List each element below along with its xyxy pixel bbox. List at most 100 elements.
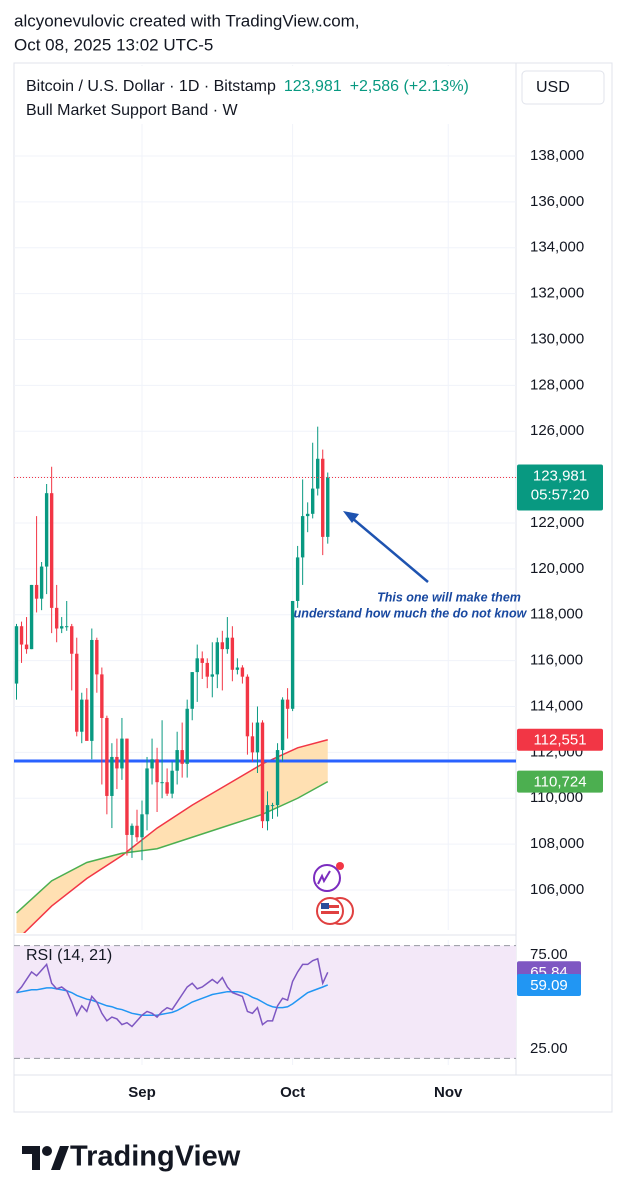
y-tick-label: 108,000 <box>530 835 584 852</box>
candle-body <box>110 756 114 796</box>
candle-body <box>270 805 275 807</box>
arrow <box>343 511 429 583</box>
candle-body <box>275 750 280 806</box>
logo: TradingView <box>22 1141 241 1173</box>
y-tick-label: 110,000 <box>530 789 583 806</box>
rsi-tag <box>517 973 581 996</box>
candle-body <box>220 642 225 650</box>
flag-canton <box>321 903 329 909</box>
candle-body <box>29 584 34 650</box>
candle-body <box>125 738 129 835</box>
candle-body <box>70 626 74 654</box>
candle-body <box>44 493 49 567</box>
candle-body <box>230 637 235 670</box>
candle-body <box>100 674 104 718</box>
y-tick-label: 118,000 <box>530 606 583 623</box>
arrow-head <box>343 511 359 523</box>
y-tick-label: 126,000 <box>530 422 584 439</box>
candle-body <box>235 667 240 670</box>
candle-body <box>170 770 174 794</box>
candle-body <box>49 493 54 608</box>
candle-body <box>326 477 330 537</box>
candle-body <box>215 642 220 675</box>
candle-body <box>115 756 119 769</box>
annotation: This one will make them <box>377 590 521 604</box>
event-dot <box>336 862 344 870</box>
y-tick-label: 114,000 <box>530 697 583 714</box>
band-fill <box>16 739 328 933</box>
band-line <box>16 780 329 914</box>
y-tick-label: 132,000 <box>530 285 584 302</box>
candle-body <box>250 736 255 753</box>
band-line <box>23 739 328 933</box>
header-change: +2,586 (+2.13%) <box>350 78 469 95</box>
candle-body <box>295 557 300 601</box>
candle-body <box>305 513 310 517</box>
x-tick-label: Sep <box>128 1084 156 1101</box>
y-tick-label: 134,000 <box>530 239 584 256</box>
candle-body <box>160 782 164 784</box>
y-tick-label: 116,000 <box>530 652 583 669</box>
event-icons <box>313 862 354 925</box>
price-pane <box>14 65 516 933</box>
candle-body <box>175 750 179 771</box>
candle-body <box>14 626 19 684</box>
candle-body <box>190 672 194 709</box>
currency-label: USD <box>536 79 570 96</box>
candle-body <box>34 584 39 599</box>
indicator-title: Bull Market Support Band · W <box>26 102 239 119</box>
credit-line: alcyonevulovic created with TradingView.… <box>14 11 360 30</box>
plot-layer: 106,000108,000110,000112,000114,000116,0… <box>14 65 603 1101</box>
header-price: 123,981 <box>284 78 342 95</box>
candle-body <box>195 658 199 673</box>
price-tag <box>517 464 603 511</box>
candle-body <box>90 639 94 741</box>
logo-mark <box>22 1146 40 1170</box>
candle-body <box>145 768 149 815</box>
candle-body <box>135 825 139 838</box>
rsi-line <box>16 984 329 1016</box>
y-tick-label: 138,000 <box>530 147 584 164</box>
candle-body <box>245 676 250 737</box>
candle-body <box>185 708 189 764</box>
legend-bg <box>15 66 515 124</box>
candle-body <box>255 722 260 753</box>
event-icon[interactable] <box>313 864 341 892</box>
currency-button[interactable] <box>521 70 605 105</box>
candle-body <box>300 516 305 558</box>
y-tick-label: 122,000 <box>530 514 584 531</box>
flag-stripe <box>321 905 339 908</box>
candle-body <box>180 750 184 764</box>
candle-body <box>225 637 230 650</box>
candle-body <box>39 566 44 599</box>
candle-body <box>210 674 214 677</box>
candle-body <box>260 722 265 822</box>
countdown-label: 05:57:20 <box>531 487 589 504</box>
candle-body <box>105 717 109 796</box>
event-icon-glyph <box>317 870 331 885</box>
y-tick-label: 120,000 <box>530 560 584 577</box>
candle-body <box>150 759 154 769</box>
candle-body <box>85 699 89 741</box>
candle-body <box>130 825 134 835</box>
price-tag-label: 123,981 <box>533 468 587 485</box>
logo-mark <box>51 1146 69 1170</box>
candle-body <box>155 759 159 783</box>
logo-mark <box>42 1146 52 1156</box>
candle-body <box>290 600 295 709</box>
candle-body <box>80 699 84 732</box>
candle-body <box>120 738 124 769</box>
candle-body <box>65 626 69 628</box>
y-tick-label: 128,000 <box>530 376 584 393</box>
rsi-tick-label: 75.00 <box>530 946 568 963</box>
candle-body <box>165 782 169 794</box>
candle-body <box>95 639 99 675</box>
candle-body <box>19 626 24 645</box>
symbol-title: Bitcoin / U.S. Dollar · 1D · Bitstamp <box>26 78 276 95</box>
candle-body <box>54 607 59 629</box>
candle-body <box>140 814 144 838</box>
candle-body <box>240 667 245 677</box>
rsi-tag-label: 59.09 <box>530 977 568 994</box>
band-tag-label: 110,724 <box>533 774 586 791</box>
